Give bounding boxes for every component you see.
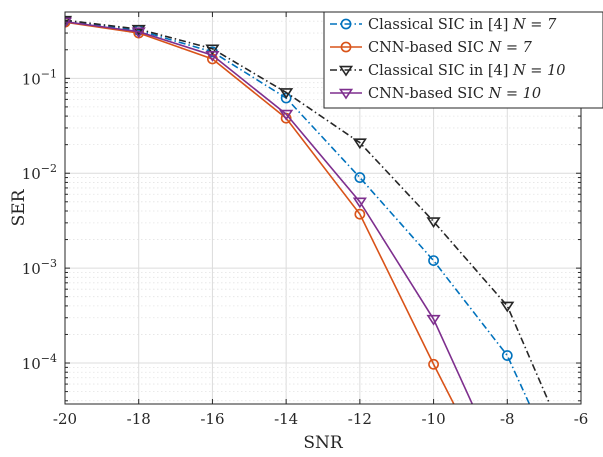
series-line xyxy=(65,20,473,404)
axis-ticks: -20 -18 -16 -14 -12 -10 -8 -6 10−4 10−3 10−2 10−1 xyxy=(22,11,589,428)
legend-label: CNN-based SIC N = 10 xyxy=(368,86,541,102)
y-tick-label: 10−1 xyxy=(22,67,57,88)
data-point xyxy=(279,109,294,121)
data-point xyxy=(428,255,439,267)
data-point xyxy=(428,358,439,370)
x-tick-label: -20 xyxy=(53,410,77,428)
legend-box xyxy=(323,11,603,109)
x-tick-label: -16 xyxy=(200,410,224,428)
series-layer xyxy=(65,15,551,404)
legend-entry: Classical SIC in [4] N = 7 xyxy=(330,17,557,33)
series-line xyxy=(65,20,531,404)
x-tick-label: -6 xyxy=(574,410,589,428)
series-4 xyxy=(65,17,473,404)
data-point xyxy=(426,217,441,228)
data-point xyxy=(500,301,515,313)
legend: Classical SIC in [4] N = 7 CNN-based SIC … xyxy=(323,11,603,109)
x-tick-label: -18 xyxy=(127,410,151,428)
legend-marker xyxy=(340,41,352,53)
data-point xyxy=(205,50,220,62)
series-3 xyxy=(65,15,551,404)
x-tick-label: -12 xyxy=(348,410,372,428)
data-point xyxy=(279,88,294,99)
legend-entry: CNN-based SIC N = 10 xyxy=(330,86,541,102)
legend-label: CNN-based SIC N = 7 xyxy=(368,40,533,56)
legend-marker xyxy=(338,88,354,100)
legend-entry: CNN-based SIC N = 7 xyxy=(330,40,533,56)
legend-marker xyxy=(338,65,354,77)
y-axis-label: SER xyxy=(9,188,29,226)
plot-frame xyxy=(64,11,582,405)
series-line xyxy=(65,19,551,404)
y-tick-label: 10−3 xyxy=(22,257,57,278)
legend-entry: Classical SIC in [4] N = 10 xyxy=(330,63,566,79)
data-point xyxy=(352,138,367,150)
legend-marker xyxy=(340,18,352,30)
x-tick-label: -14 xyxy=(274,410,298,428)
x-tick-label: -8 xyxy=(500,410,515,428)
data-point xyxy=(354,208,366,220)
y-tick-label: 10−4 xyxy=(22,352,57,373)
data-point xyxy=(352,197,367,209)
data-point xyxy=(131,24,146,36)
data-point xyxy=(354,172,366,183)
legend-label: Classical SIC in [4] N = 10 xyxy=(368,63,566,79)
data-point xyxy=(131,27,146,39)
data-point xyxy=(280,92,292,104)
x-axis-label: SNR xyxy=(303,433,344,453)
data-point xyxy=(65,17,73,29)
data-point xyxy=(205,44,220,56)
legend-label: Classical SIC in [4] N = 7 xyxy=(368,17,557,33)
y-tick-label: 10−2 xyxy=(22,162,57,183)
x-tick-label: -10 xyxy=(421,410,445,428)
data-point xyxy=(501,350,513,361)
data-point xyxy=(426,314,441,326)
